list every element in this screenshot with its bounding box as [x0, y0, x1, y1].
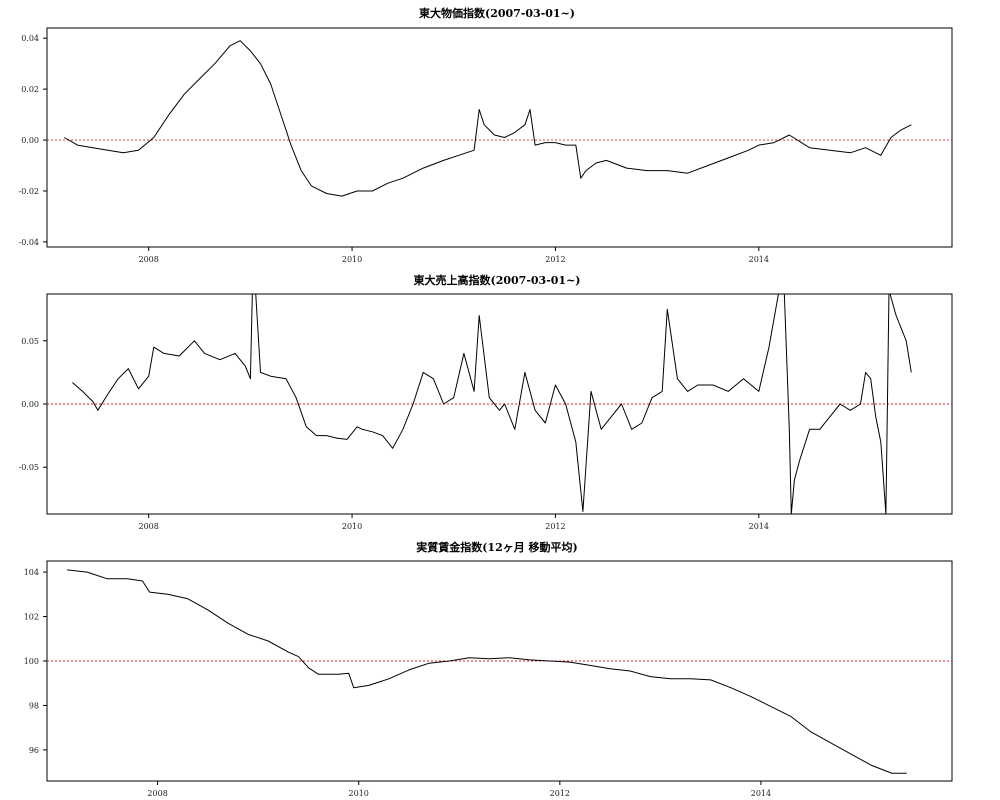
chart-1-x-tick-label: 2010: [342, 255, 362, 264]
chart-panel-3: 実質賃金指数(12ヶ月 移動平均) 96 98 100 102 104 2008 2010…: [24, 540, 953, 798]
chart-3-title: 実質賃金指数(12ヶ月 移動平均): [416, 540, 578, 554]
chart-1-x-tick-label: 2008: [139, 255, 159, 264]
chart-2-y-axis: -0.05 0.00 0.05: [18, 337, 47, 472]
chart-1-title: 東大物価指数(2007-03-01~): [419, 6, 575, 20]
chart-2-x-tick-label: 2014: [749, 522, 769, 531]
chart-3-y-tick-label: 96: [29, 746, 39, 755]
chart-3-y-tick-label: 104: [24, 568, 39, 577]
chart-3-y-tick-label: 102: [24, 613, 39, 622]
chart-3-x-tick-label: 2008: [147, 789, 167, 798]
chart-1-series-line: [64, 40, 912, 197]
chart-2-y-tick-label: 0.05: [21, 337, 39, 346]
chart-3-y-axis: 96 98 100 102 104: [24, 568, 47, 755]
chart-1-x-tick-label: 2014: [749, 255, 769, 264]
chart-3-series-line: [67, 569, 907, 774]
chart-3-x-tick-label: 2012: [550, 789, 570, 798]
chart-panel-2: 東大売上高指数(2007-03-01~) -0.050.000.05 2008 2…: [18, 273, 953, 531]
chart-2-y-tick-label: 0.00: [21, 400, 39, 409]
chart-panel-1: 東大物価指数(2007-03-01~) -0.04 -0.02 0.00 0.02 0.…: [18, 6, 953, 264]
chart-2-x-tick-label: 2008: [139, 522, 159, 531]
chart-2-y-tick-label: -0.05: [18, 463, 39, 472]
chart-1-y-tick-label: 0.00: [21, 136, 39, 145]
chart-3-y-tick-label: 100: [24, 657, 39, 666]
chart-1-y-tick-label: -0.04: [18, 238, 39, 247]
chart-1-plot-frame: [46, 27, 953, 248]
chart-3-x-tick-label: 2014: [751, 789, 771, 798]
chart-2-x-tick-label: 2012: [545, 522, 565, 531]
chart-1-y-axis: -0.04 -0.02 0.00 0.02 0.04: [18, 34, 47, 247]
chart-3-plot-frame: [46, 560, 953, 782]
chart-1-y-tick-label: 0.02: [21, 85, 39, 94]
chart-1-y-tick-label: -0.02: [18, 187, 39, 196]
chart-1-x-tick-label: 2012: [545, 255, 565, 264]
chart-2-series-line: [72, 294, 912, 514]
chart-1-x-axis: 2008 2010 2012 2014: [139, 247, 769, 264]
chart-2-x-axis: 2008 2010 2012 2014: [139, 514, 769, 531]
chart-1-y-tick-label: 0.04: [21, 34, 39, 43]
chart-3-y-tick-label: 98: [29, 701, 39, 710]
chart-3-x-axis: 2008 2010 2012 2014: [147, 781, 771, 798]
chart-2-title: 東大売上高指数(2007-03-01~): [414, 273, 581, 287]
chart-3-x-tick-label: 2010: [349, 789, 369, 798]
chart-2-x-tick-label: 2010: [342, 522, 362, 531]
